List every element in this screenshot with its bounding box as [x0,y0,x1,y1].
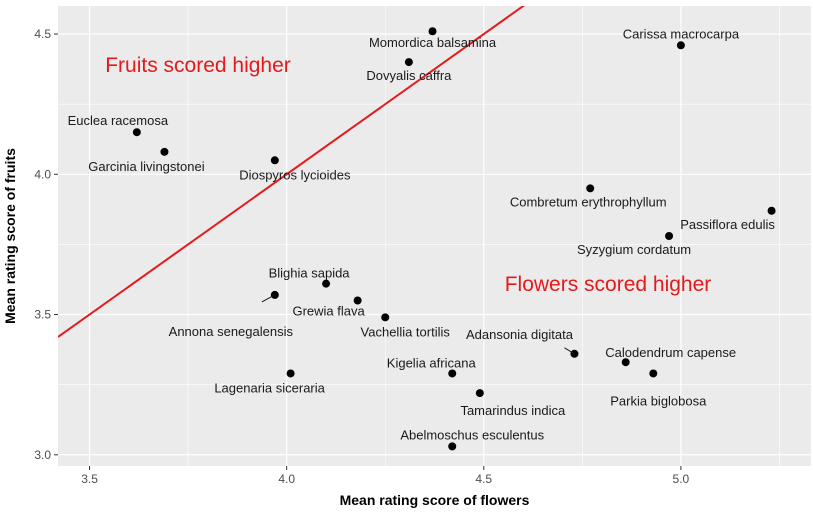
data-point [475,389,484,398]
data-point [767,206,776,215]
reference-line [58,6,525,338]
data-point [404,58,413,67]
point-label: Diospyros lycioides [239,167,351,182]
x-tick-label: 4.0 [278,472,295,486]
y-tick-label: 3.5 [34,308,51,322]
data-point [586,184,595,193]
data-point [353,296,362,305]
label-leader-line [261,294,276,303]
data-point [649,369,658,378]
data-point [270,156,279,165]
data-point [286,369,295,378]
y-axis-title: Mean rating score of fruits [2,148,18,324]
data-point [381,313,390,322]
data-point [665,232,674,240]
point-label: Calodendrum capense [605,345,736,360]
point-label: Kigelia africana [387,355,477,370]
y-tick-label: 4.5 [34,27,51,41]
point-label: Abelmoschus esculentus [400,427,544,442]
x-axis-ticks: 3.5 4.0 4.5 5.0 [81,466,690,486]
y-tick-label: 4.0 [34,167,51,181]
data-point [448,369,457,378]
point-label: Garcinia livingstonei [88,159,204,174]
point-label: Grewia flava [292,304,365,319]
point-label: Lagenaria siceraria [214,380,325,395]
data-point [448,442,457,451]
data-point [676,41,685,50]
x-axis-title: Mean rating score of flowers [340,492,530,508]
region-annotations: Fruits scored higher Flowers scored highe… [105,54,711,296]
data-point [428,27,437,36]
point-label: Annona senegalensis [169,324,294,339]
point-label: Blighia sapida [269,266,351,281]
point-label: Momordica balsamina [369,35,497,50]
point-label: Passiflora edulis [680,217,775,232]
y-axis-ticks: 3.0 3.5 4.0 4.5 [34,27,58,462]
point-label: Carissa macrocarpa [623,26,740,41]
x-tick-label: 5.0 [673,472,690,486]
data-point [621,358,630,367]
point-label: Tamarindus indica [460,403,566,418]
point-labels: Momordica balsamina Carissa macrocarpa Dov… [68,26,776,442]
region-annotation: Flowers scored higher [505,273,712,296]
point-label: Vachellia tortilis [361,324,451,339]
point-label: Combretum erythrophyllum [510,194,667,209]
data-point [322,279,331,288]
y-tick-label: 3.0 [34,448,51,462]
point-label: Euclea racemosa [68,113,169,128]
point-label: Parkia biglobosa [610,393,707,408]
region-annotation: Fruits scored higher [105,54,291,77]
data-points [132,27,776,451]
reference-line-group [58,6,525,338]
point-label: Dovyalis caffra [366,68,452,83]
plot-panel [58,6,811,466]
x-tick-label: 4.5 [475,472,492,486]
minor-gridlines [58,6,811,466]
data-point [160,147,169,156]
data-point [132,128,141,137]
point-label: Syzygium cordatum [577,242,691,257]
label-leader-line [564,347,575,355]
label-leader-lines [261,294,575,355]
point-label: Adansonia digitata [466,327,574,342]
x-tick-label: 3.5 [81,472,98,486]
